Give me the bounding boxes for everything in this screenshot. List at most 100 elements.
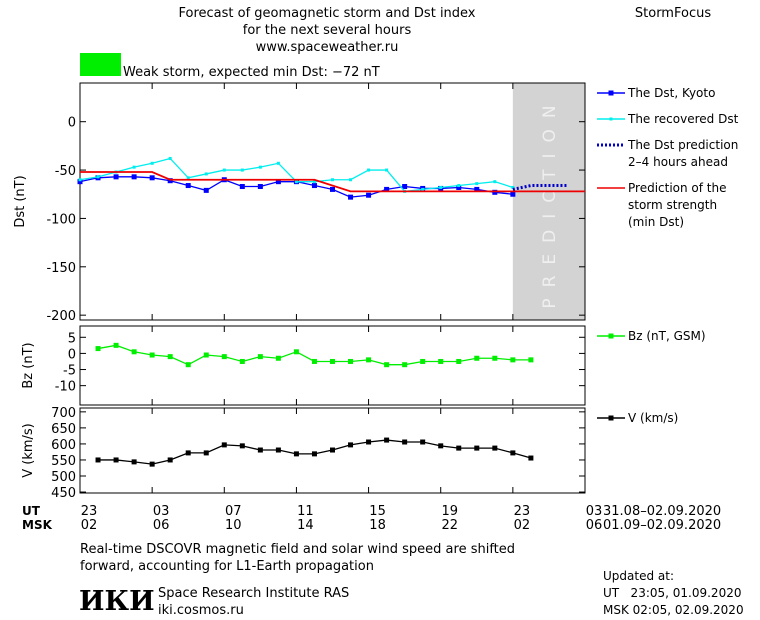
data-point [492, 445, 498, 451]
data-point [257, 354, 263, 360]
data-point [149, 352, 155, 358]
y-tick-label: -150 [46, 261, 76, 276]
data-point [294, 180, 298, 184]
data-point [168, 156, 172, 160]
y-axis-title: Dst (nT) [13, 175, 28, 227]
y-axis-title: Bz (nT) [21, 342, 36, 388]
legend-entry: The recovered Dst [597, 112, 739, 126]
data-point [167, 457, 173, 463]
prediction-region [512, 83, 585, 320]
y-tick-label: -5 [63, 364, 76, 379]
data-point [493, 180, 497, 184]
data-point [366, 439, 372, 445]
data-point [239, 358, 245, 364]
data-point [492, 189, 498, 195]
y-tick-label: -50 [55, 164, 76, 179]
data-point [384, 186, 390, 192]
legend-marker [608, 90, 614, 96]
y-tick-label: 500 [51, 470, 76, 485]
legend-marker [608, 415, 614, 421]
y-axis-title: V (km/s) [21, 423, 36, 478]
brand: StormFocus [635, 6, 711, 21]
x-tick-label-msk: 14 [297, 518, 314, 533]
y-tick-label: 550 [51, 454, 76, 469]
data-point [258, 165, 262, 169]
data-point [348, 358, 354, 364]
x-tick-label-msk: 02 [81, 518, 98, 533]
x-tick-label-msk: 10 [225, 518, 242, 533]
data-point [132, 165, 136, 169]
data-point [293, 451, 299, 457]
data-point [528, 357, 534, 363]
x-tick-label-ut: 15 [369, 504, 386, 519]
y-tick-label: 600 [51, 438, 76, 453]
data-point [367, 168, 371, 172]
data-point [186, 176, 190, 180]
legend-entry: Prediction of the storm strength (min Dst) [597, 181, 727, 229]
data-point [204, 172, 208, 176]
y-tick-label: 0 [68, 116, 76, 131]
data-point [439, 185, 443, 189]
data-point [474, 355, 480, 361]
data-point [113, 342, 119, 348]
data-point [185, 450, 191, 456]
y-tick-label: 5 [68, 331, 76, 346]
data-point [330, 358, 335, 364]
data-point [240, 168, 244, 172]
data-point [311, 358, 317, 364]
data-point [239, 443, 245, 449]
data-point [438, 358, 444, 364]
data-point [167, 178, 173, 184]
data-point [474, 186, 480, 192]
legend-label: The recovered Dst [627, 112, 739, 126]
series-line [79, 157, 514, 193]
y-tick-label: 650 [51, 422, 76, 437]
data-point [402, 439, 408, 445]
data-point [456, 358, 462, 364]
data-point [438, 443, 444, 449]
data-point [275, 179, 281, 185]
data-point [385, 168, 389, 172]
updated-msk: MSK 02:05, 02.09.2020 [603, 603, 744, 617]
data-point [77, 179, 83, 185]
data-point [257, 447, 263, 453]
y-tick-label: 0 [68, 347, 76, 362]
logo: ИКИ [79, 586, 155, 617]
page-title: Forecast of geomagnetic storm and Dst in… [178, 6, 475, 55]
plot-frame [79, 407, 586, 494]
plot-frame [79, 82, 586, 321]
data-point [276, 161, 280, 165]
data-point [78, 178, 82, 182]
msk-range: 01.09–02.09.2020 [603, 518, 721, 533]
data-point [131, 459, 137, 465]
data-point [348, 194, 354, 200]
y-tick-label: -200 [46, 309, 76, 324]
data-point [402, 184, 408, 190]
legend-label: The Dst prediction 2–4 hours ahead [627, 138, 738, 169]
data-point [511, 185, 515, 189]
data-point [384, 362, 390, 368]
data-point [131, 349, 137, 355]
data-point [384, 437, 390, 443]
data-point [293, 349, 299, 355]
data-point [150, 161, 154, 165]
data-point [311, 451, 317, 457]
data-point [402, 362, 408, 368]
x-tick-label-ut: 03 [153, 504, 170, 519]
data-point [330, 447, 335, 453]
site: iki.cosmos.ru [158, 603, 244, 618]
footer-note: Real-time DSCOVR magnetic field and sola… [80, 542, 515, 574]
data-point [311, 183, 317, 189]
data-point [474, 445, 480, 451]
y-tick-label: -10 [55, 380, 76, 395]
y-tick-label: -100 [46, 212, 76, 227]
x-tick-label-msk: 06 [153, 518, 170, 533]
data-point [257, 184, 263, 190]
series-line [80, 171, 585, 193]
plot-frame [79, 325, 586, 406]
data-point [203, 187, 209, 193]
data-point [420, 439, 426, 445]
data-point [203, 450, 209, 456]
data-point [330, 186, 335, 192]
